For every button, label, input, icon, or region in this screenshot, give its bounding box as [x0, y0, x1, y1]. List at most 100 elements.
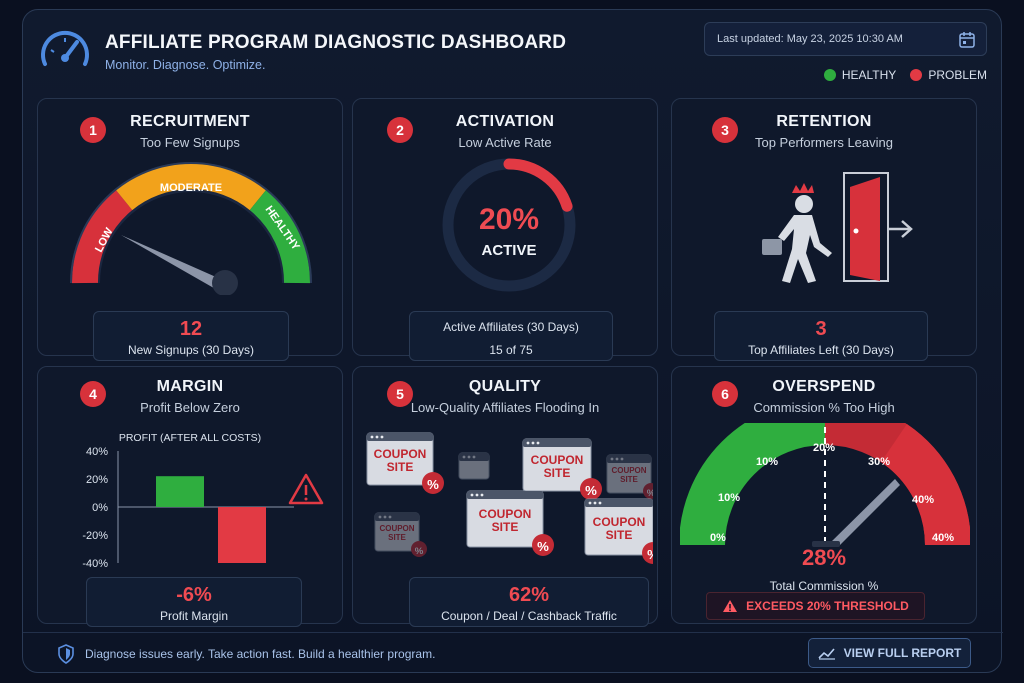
gauge-moderate-segment	[115, 163, 267, 211]
percent-badge-icon	[642, 542, 653, 564]
shield-icon	[58, 644, 74, 664]
gauge-hub	[212, 270, 238, 295]
chart-trend-icon	[818, 648, 835, 660]
commission-gauge: 0% 10% 10% 20% 30% 40% 40%	[680, 423, 970, 551]
y-tick-label: 40%	[86, 446, 108, 458]
card-subtitle: Top Performers Leaving	[754, 135, 893, 150]
dashboard-frame: AFFILIATE PROGRAM DIAGNOSTIC DASHBOARD M…	[22, 9, 1003, 673]
card-number-badge: 5	[387, 381, 413, 407]
site-text: SITE	[606, 528, 633, 542]
last-updated-text: Last updated: May 23, 2025 10:30 AM	[717, 33, 903, 45]
warning-text: EXCEEDS 20% THRESHOLD	[746, 599, 909, 613]
quality-card[interactable]: 5 QUALITY Low-Quality Affiliates Floodin…	[352, 366, 658, 627]
briefcase-icon	[762, 239, 782, 255]
healthy-dot-icon	[823, 69, 836, 81]
commission-label: Total Commission %	[769, 579, 879, 593]
legend-healthy: HEALTHY	[823, 68, 896, 82]
signups-stat-box: 12 New Signups (30 Days)	[93, 311, 289, 361]
card-title: RETENTION	[776, 113, 872, 130]
bar-A	[156, 476, 204, 507]
coupon-text: COUPON	[379, 524, 414, 533]
site-text: SITE	[388, 533, 406, 542]
profit-margin-value: -6%	[176, 584, 212, 606]
page-title: AFFILIATE PROGRAM DIAGNOSTIC DASHBOARD	[105, 32, 567, 53]
gauge-label-1: 10%	[718, 492, 740, 504]
view-full-report-button[interactable]: VIEW FULL REPORT	[808, 638, 971, 668]
svg-text:%: %	[647, 547, 653, 562]
activation-card[interactable]: 2 ACTIVATION Low Active Rate 20% ACTIVE …	[352, 98, 658, 361]
percent-badge-icon	[580, 478, 602, 500]
active-value: 15 of 75	[489, 343, 533, 357]
site-text: SITE	[387, 460, 414, 474]
gauge-label-0: 0%	[710, 532, 726, 544]
view-full-report-label: VIEW FULL REPORT	[843, 646, 962, 660]
y-tick-label: 20%	[86, 474, 108, 486]
site-text: SITE	[492, 520, 519, 534]
coupon-sites-illustration: COUPONSITE%COUPONSITE%COUPONSITE%COUPONS…	[366, 432, 653, 564]
card-subtitle: Low-Quality Affiliates Flooding In	[410, 400, 600, 415]
gauge-needle	[121, 235, 225, 291]
retention-stat-box: 3 Top Affiliates Left (30 Days)	[714, 311, 928, 361]
gauge-label-2: 10%	[756, 456, 778, 468]
card-subtitle: Commission % Too High	[753, 400, 895, 415]
svg-text:%: %	[537, 539, 549, 554]
card-number-badge: 4	[80, 381, 106, 407]
coupon-text: COUPON	[374, 447, 427, 461]
warning-triangle-icon	[288, 473, 324, 505]
y-tick-label: -20%	[82, 530, 108, 542]
coupon-traffic-value: 62%	[508, 584, 550, 606]
margin-card[interactable]: 4 MARGIN Profit Below Zero PROFIT (AFTER…	[37, 366, 343, 627]
bar-B	[218, 507, 266, 563]
signups-label: New Signups (30 Days)	[127, 343, 255, 357]
overspend-card[interactable]: 6 OVERSPEND Commission % Too High 0% 10%…	[671, 366, 977, 624]
gauge-low-segment	[71, 189, 133, 284]
footer-message: Diagnose issues early. Take action fast.…	[85, 647, 436, 661]
gauge-healthy-zone	[680, 423, 826, 546]
door-frame	[843, 172, 889, 282]
card-title: QUALITY	[468, 378, 542, 395]
active-label: Active Affiliates (30 Days)	[443, 320, 579, 334]
card-number-badge: 2	[387, 117, 413, 143]
warning-icon	[723, 600, 738, 612]
gauge-needle	[830, 479, 900, 547]
exit-arrow-icon	[901, 220, 913, 238]
gauge-label-6: 40%	[932, 532, 954, 544]
calendar-icon[interactable]	[958, 31, 976, 49]
gauge-moderate-label: MODERATE	[160, 182, 222, 194]
page-subtitle: Monitor. Diagnose. Optimize.	[105, 58, 266, 72]
card-subtitle: Too Few Signups	[140, 135, 240, 150]
coupon-traffic-label: Coupon / Deal / Cashback Traffic	[441, 609, 617, 623]
last-updated-box[interactable]: Last updated: May 23, 2025 10:30 AM	[704, 22, 987, 56]
card-title: OVERSPEND	[772, 378, 876, 395]
site-text: SITE	[544, 466, 571, 480]
signup-gauge: LOW MODERATE HEALTHY	[70, 162, 312, 295]
svg-text:%: %	[647, 488, 653, 499]
card-title: ACTIVATION	[455, 113, 555, 130]
percent-badge-icon	[643, 483, 653, 499]
y-tick-label: -40%	[82, 558, 108, 569]
site-text: SITE	[620, 475, 638, 484]
retention-card[interactable]: 3 RETENTION Top Performers Leaving 3 Top…	[671, 98, 977, 361]
gauge-label-5: 40%	[912, 494, 934, 506]
svg-text:%: %	[427, 477, 439, 492]
recruitment-card[interactable]: 1 RECRUITMENT Too Few Signups LOW MODERA…	[37, 98, 343, 361]
bar-series	[156, 476, 266, 563]
gauge-healthy-segment	[249, 189, 311, 284]
chart-title: PROFIT (AFTER ALL COSTS)	[119, 432, 261, 444]
activation-percent-label: ACTIVE	[481, 242, 536, 259]
percent-badge-icon	[411, 541, 427, 557]
legend-problem: PROBLEM	[910, 68, 987, 82]
coupon-site-icon	[458, 452, 490, 480]
speedometer-icon	[41, 30, 89, 66]
gauge-label-4: 30%	[868, 456, 890, 468]
threshold-warning: EXCEEDS 20% THRESHOLD	[706, 592, 925, 620]
card-title: MARGIN	[156, 378, 224, 395]
signups-value: 12	[179, 318, 203, 340]
coupon-text: COUPON	[531, 453, 584, 467]
affiliates-left-label: Top Affiliates Left (30 Days)	[748, 343, 894, 357]
